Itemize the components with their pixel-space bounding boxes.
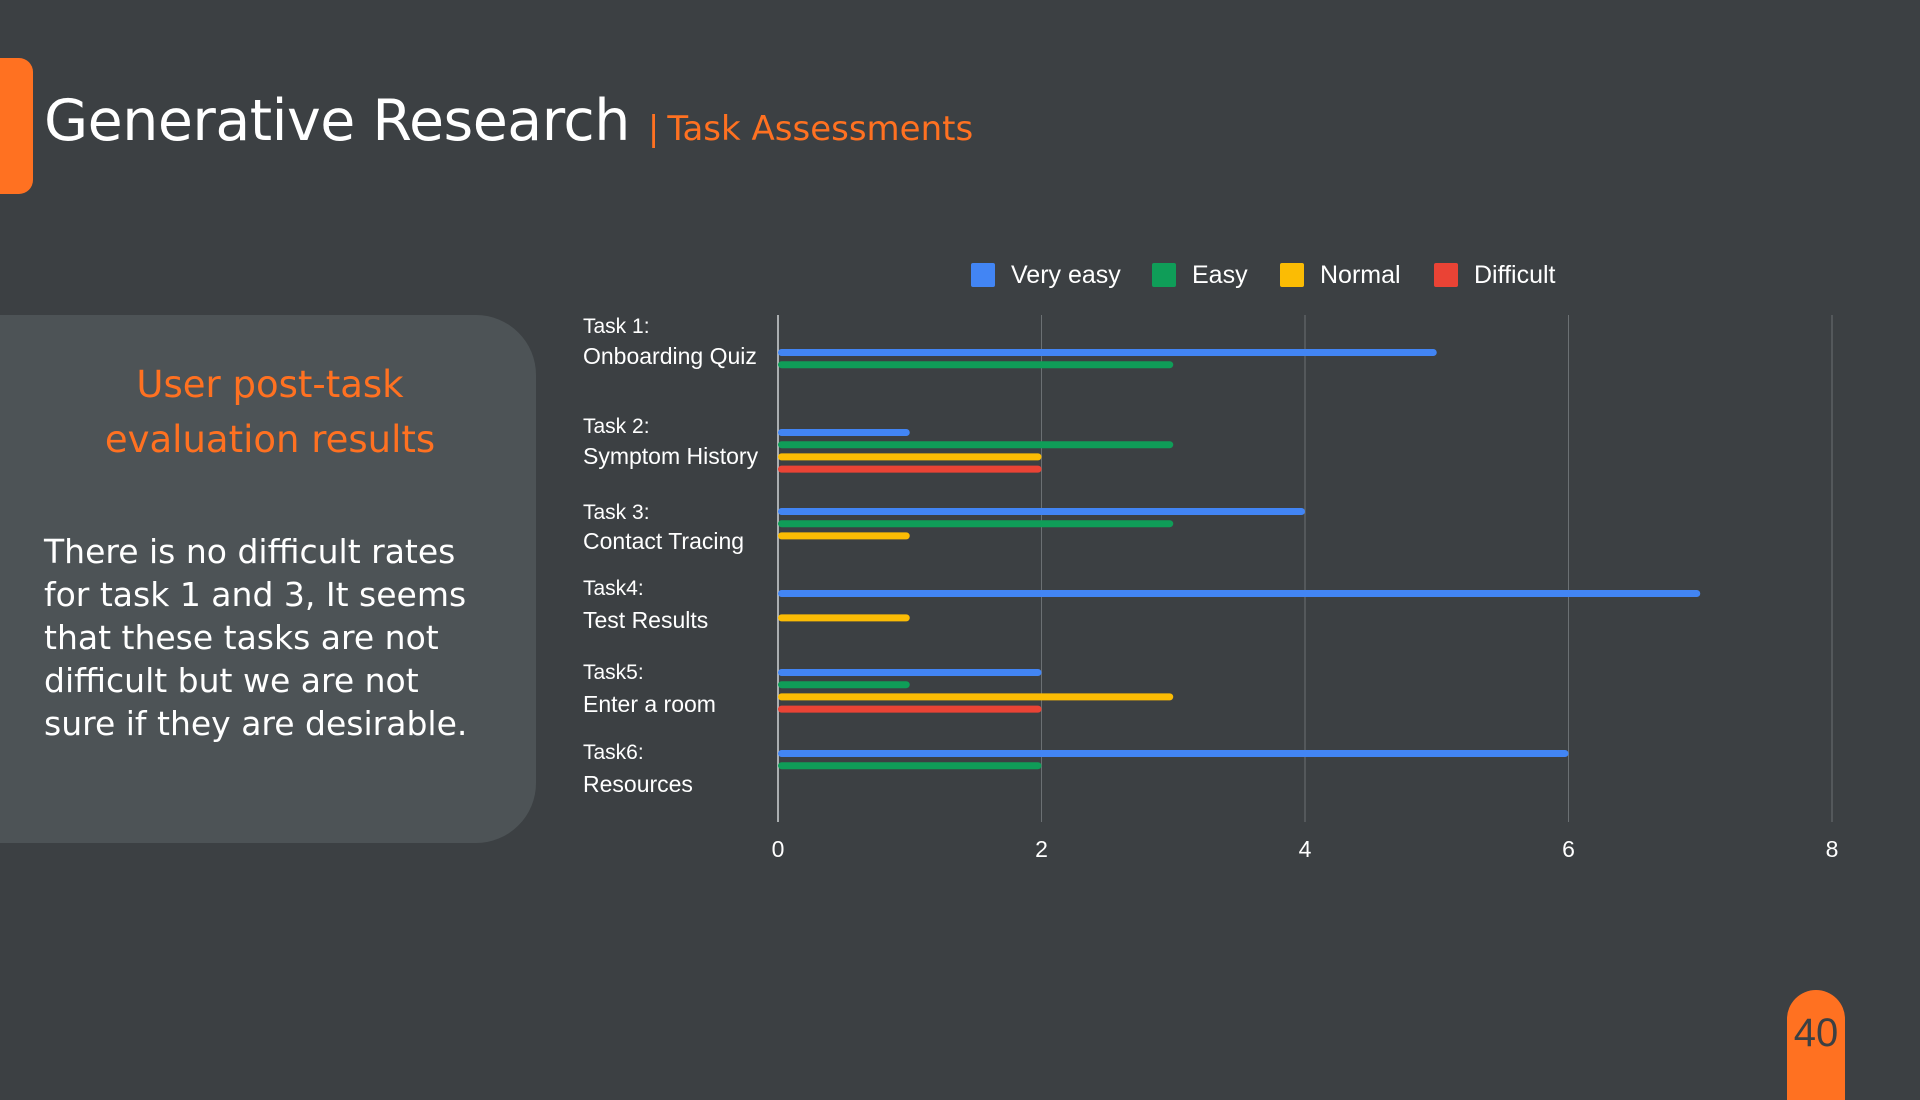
bar-difficult [778, 705, 1042, 713]
bar-easy [778, 681, 910, 689]
bar-normal [778, 532, 910, 540]
x-tick-label: 8 [1826, 836, 1839, 862]
slide-title: Generative Research [44, 88, 630, 154]
category-label: Task6: [583, 741, 644, 764]
page-number-badge: 40 [1787, 990, 1845, 1100]
category-label: Resources [583, 771, 693, 797]
title-separator: | [647, 109, 660, 149]
legend-swatch [1434, 263, 1458, 287]
category-label: Enter a room [583, 691, 716, 717]
category-label: Task5: [583, 661, 644, 684]
accent-tab [0, 58, 33, 194]
category-label: Task4: [583, 577, 644, 600]
bar-easy [778, 520, 1174, 528]
bar-very-easy [778, 750, 1569, 757]
legend-label: Difficult [1474, 261, 1556, 289]
bar-very-easy [778, 669, 1042, 676]
bar-normal [778, 693, 1174, 701]
bar-easy [778, 361, 1174, 369]
bar-very-easy [778, 429, 910, 436]
summary-panel [0, 315, 536, 843]
x-tick-label: 0 [772, 836, 785, 862]
legend-label: Easy [1192, 261, 1248, 289]
x-tick-label: 2 [1035, 836, 1048, 862]
bar-normal [778, 453, 1042, 461]
panel-heading: User post-task evaluation results [104, 363, 436, 461]
category-label: Symptom History [583, 443, 759, 469]
category-label: Task 3: [583, 501, 650, 524]
bar-easy [778, 762, 1042, 770]
category-label: Test Results [583, 607, 708, 633]
legend-label: Very easy [1011, 261, 1121, 289]
x-tick-label: 4 [1299, 836, 1312, 862]
panel-body: There is no difficult rates for task 1 a… [44, 532, 468, 743]
category-label: Task 2: [583, 415, 650, 438]
category-label: Onboarding Quiz [583, 343, 757, 369]
bar-very-easy [778, 349, 1437, 356]
bar-very-easy [778, 590, 1701, 597]
legend-swatch [1280, 263, 1304, 287]
legend-swatch [971, 263, 995, 287]
legend-label: Normal [1320, 261, 1401, 289]
x-tick-label: 6 [1562, 836, 1575, 862]
bar-easy [778, 441, 1174, 449]
slide-subtitle: Task Assessments [667, 109, 974, 149]
category-label: Task 1: [583, 315, 650, 338]
bar-very-easy [778, 508, 1305, 515]
bar-normal [778, 614, 910, 622]
category-label: Contact Tracing [583, 528, 744, 554]
title-row: Generative Research | Task Assessments [44, 88, 973, 154]
legend-swatch [1152, 263, 1176, 287]
bar-difficult [778, 465, 1042, 473]
